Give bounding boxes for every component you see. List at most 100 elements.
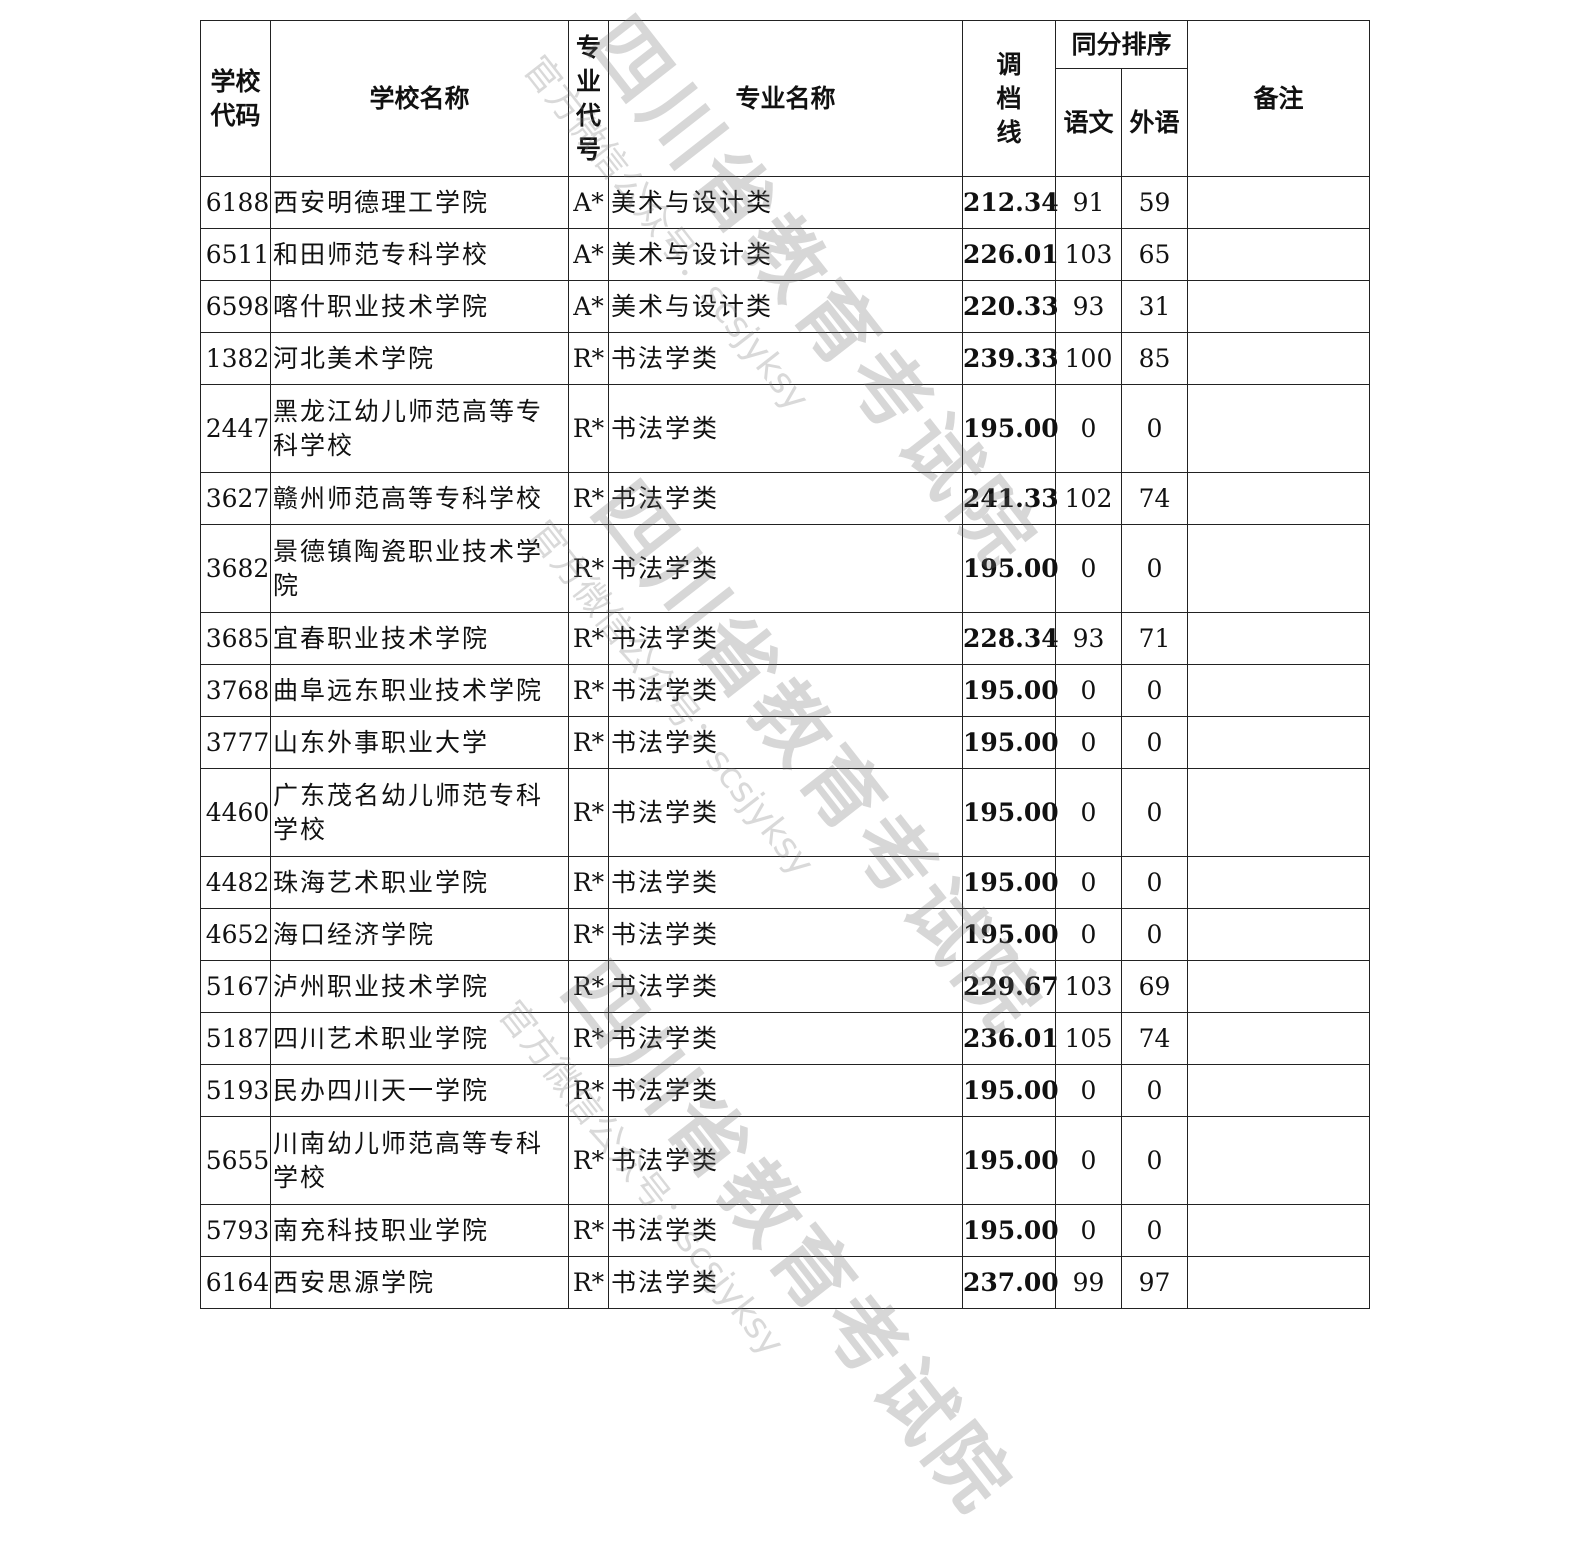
cutoff-score-cell: 239.33 bbox=[962, 332, 1059, 385]
chinese-rank-cell: 100 bbox=[1055, 332, 1122, 385]
chinese-rank-cell: 0 bbox=[1055, 524, 1122, 613]
header-chinese: 语文 bbox=[1055, 68, 1122, 177]
table-row: 3777 山东外事职业大学 R* 书法学类 195.00 0 0 bbox=[200, 716, 1371, 769]
admission-table: 学校代码 学校名称 专业代号 专业名称 调档线 同分排序 备注 语文 外语 61… bbox=[200, 20, 1371, 1309]
foreign-rank-cell: 59 bbox=[1120, 176, 1189, 229]
foreign-rank-cell: 0 bbox=[1120, 1204, 1189, 1257]
chinese-rank-cell: 99 bbox=[1055, 1256, 1122, 1309]
school-code-cell: 3685 bbox=[200, 612, 271, 665]
major-name-cell: 书法学类 bbox=[608, 716, 963, 769]
header-school-name: 学校名称 bbox=[270, 20, 569, 177]
chinese-rank-cell: 0 bbox=[1055, 384, 1122, 473]
table-row: 5167 泸州职业技术学院 R* 书法学类 229.67 103 69 bbox=[200, 960, 1371, 1013]
remark-cell bbox=[1187, 176, 1371, 229]
major-name-cell: 书法学类 bbox=[608, 1116, 963, 1205]
foreign-rank-cell: 0 bbox=[1120, 716, 1189, 769]
chinese-rank-cell: 103 bbox=[1055, 960, 1122, 1013]
header-subrow: 语文 外语 bbox=[201, 68, 1370, 177]
chinese-rank-cell: 0 bbox=[1055, 716, 1122, 769]
school-name-cell: 泸州职业技术学院 bbox=[270, 960, 569, 1013]
school-code-cell: 1382 bbox=[200, 332, 271, 385]
school-name-cell: 和田师范专科学校 bbox=[270, 228, 569, 281]
header-major-name: 专业名称 bbox=[608, 20, 963, 177]
cutoff-score-cell: 195.00 bbox=[962, 1204, 1059, 1257]
table-row: 2447 黑龙江幼儿师范高等专科学校 R* 书法学类 195.00 0 0 bbox=[200, 384, 1371, 473]
cutoff-score-cell: 228.34 bbox=[962, 612, 1059, 665]
foreign-rank-cell: 74 bbox=[1120, 1012, 1189, 1065]
table-row: 5655 川南幼儿师范高等专科学校 R* 书法学类 195.00 0 0 bbox=[200, 1116, 1371, 1205]
remark-cell bbox=[1187, 908, 1371, 961]
foreign-rank-cell: 97 bbox=[1120, 1256, 1189, 1309]
cutoff-score-cell: 226.01 bbox=[962, 228, 1059, 281]
school-name-cell: 山东外事职业大学 bbox=[270, 716, 569, 769]
major-name-cell: 书法学类 bbox=[608, 664, 963, 717]
major-name-cell: 书法学类 bbox=[608, 332, 963, 385]
school-name-cell: 珠海艺术职业学院 bbox=[270, 856, 569, 909]
school-code-cell: 4652 bbox=[200, 908, 271, 961]
remark-cell bbox=[1187, 1204, 1371, 1257]
chinese-rank-cell: 102 bbox=[1055, 472, 1122, 525]
header-major-code: 专业代号 bbox=[568, 20, 609, 177]
cutoff-score-cell: 195.00 bbox=[962, 1064, 1059, 1117]
cutoff-score-cell: 241.33 bbox=[962, 472, 1059, 525]
remark-cell bbox=[1187, 1064, 1371, 1117]
major-code-cell: R* bbox=[568, 1204, 609, 1257]
school-name-cell: 西安明德理工学院 bbox=[270, 176, 569, 229]
major-name-cell: 书法学类 bbox=[608, 768, 963, 857]
remark-cell bbox=[1187, 664, 1371, 717]
major-code-cell: A* bbox=[568, 176, 609, 229]
school-code-cell: 3627 bbox=[200, 472, 271, 525]
major-name-cell: 书法学类 bbox=[608, 1012, 963, 1065]
school-code-cell: 6188 bbox=[200, 176, 271, 229]
school-code-cell: 6511 bbox=[200, 228, 271, 281]
major-name-cell: 书法学类 bbox=[608, 960, 963, 1013]
table-body: 6188 西安明德理工学院 A* 美术与设计类 212.34 91 59 6511 和田师范专科… bbox=[200, 176, 1371, 1309]
major-code-cell: R* bbox=[568, 960, 609, 1013]
major-name-cell: 书法学类 bbox=[608, 612, 963, 665]
foreign-rank-cell: 85 bbox=[1120, 332, 1189, 385]
table-row: 6164 西安思源学院 R* 书法学类 237.00 99 97 bbox=[200, 1256, 1371, 1309]
cutoff-score-cell: 195.00 bbox=[962, 856, 1059, 909]
chinese-rank-cell: 0 bbox=[1055, 1204, 1122, 1257]
remark-cell bbox=[1187, 612, 1371, 665]
foreign-rank-cell: 0 bbox=[1120, 664, 1189, 717]
remark-cell bbox=[1187, 384, 1371, 473]
header-row: 学校代码 学校名称 专业代号 专业名称 调档线 同分排序 备注 bbox=[200, 20, 1371, 177]
table-row: 3685 宜春职业技术学院 R* 书法学类 228.34 93 71 bbox=[200, 612, 1371, 665]
major-name-cell: 书法学类 bbox=[608, 384, 963, 473]
school-code-cell: 5187 bbox=[200, 1012, 271, 1065]
foreign-rank-cell: 31 bbox=[1120, 280, 1189, 333]
header-remark: 备注 bbox=[1187, 20, 1371, 177]
header-foreign: 外语 bbox=[1120, 68, 1189, 177]
table-row: 3768 曲阜远东职业技术学院 R* 书法学类 195.00 0 0 bbox=[200, 664, 1371, 717]
cutoff-score-cell: 229.67 bbox=[962, 960, 1059, 1013]
major-name-cell: 书法学类 bbox=[608, 1064, 963, 1117]
remark-cell bbox=[1187, 1012, 1371, 1065]
cutoff-score-cell: 237.00 bbox=[962, 1256, 1059, 1309]
school-name-cell: 景德镇陶瓷职业技术学院 bbox=[270, 524, 569, 613]
school-code-cell: 2447 bbox=[200, 384, 271, 473]
cutoff-score-cell: 195.00 bbox=[962, 908, 1059, 961]
cutoff-score-cell: 236.01 bbox=[962, 1012, 1059, 1065]
major-code-cell: R* bbox=[568, 664, 609, 717]
major-name-cell: 美术与设计类 bbox=[608, 176, 963, 229]
table-row: 5193 民办四川天一学院 R* 书法学类 195.00 0 0 bbox=[200, 1064, 1371, 1117]
school-code-cell: 3682 bbox=[200, 524, 271, 613]
major-name-cell: 美术与设计类 bbox=[608, 228, 963, 281]
cutoff-score-cell: 195.00 bbox=[962, 768, 1059, 857]
table-row: 5793 南充科技职业学院 R* 书法学类 195.00 0 0 bbox=[200, 1204, 1371, 1257]
major-code-cell: R* bbox=[568, 332, 609, 385]
major-code-cell: R* bbox=[568, 524, 609, 613]
table-row: 6511 和田师范专科学校 A* 美术与设计类 226.01 103 65 bbox=[200, 228, 1371, 281]
school-name-cell: 川南幼儿师范高等专科学校 bbox=[270, 1116, 569, 1205]
major-code-cell: R* bbox=[568, 908, 609, 961]
school-name-cell: 曲阜远东职业技术学院 bbox=[270, 664, 569, 717]
chinese-rank-cell: 93 bbox=[1055, 280, 1122, 333]
foreign-rank-cell: 65 bbox=[1120, 228, 1189, 281]
school-code-cell: 3768 bbox=[200, 664, 271, 717]
remark-cell bbox=[1187, 856, 1371, 909]
foreign-rank-cell: 0 bbox=[1120, 1116, 1189, 1205]
foreign-rank-cell: 0 bbox=[1120, 908, 1189, 961]
foreign-rank-cell: 0 bbox=[1120, 1064, 1189, 1117]
table-row: 4652 海口经济学院 R* 书法学类 195.00 0 0 bbox=[200, 908, 1371, 961]
